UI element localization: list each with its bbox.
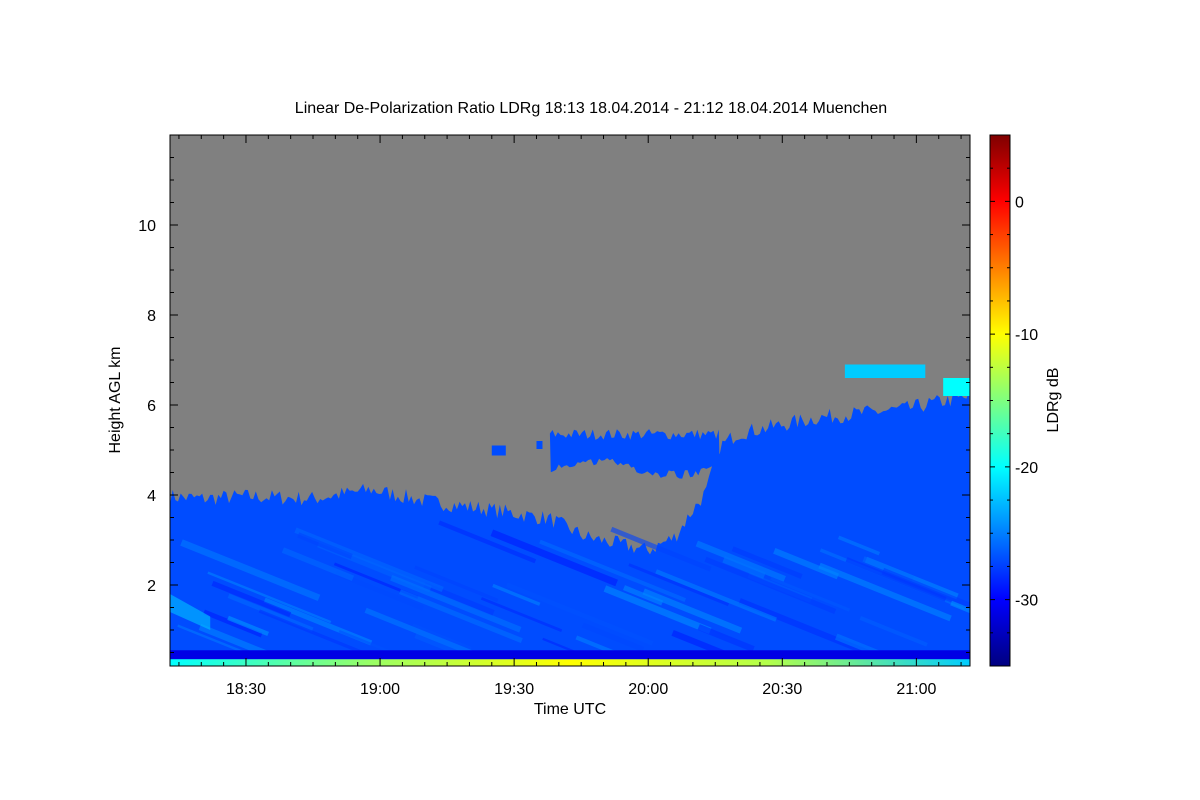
- plot-frame: [169, 134, 971, 667]
- boundary-layer-signal: [170, 391, 970, 666]
- signal-streak: [622, 585, 664, 606]
- y-tick-label: 2: [147, 578, 156, 595]
- signal-streak: [655, 569, 777, 622]
- colorbar-tick-label: -10: [1015, 327, 1038, 344]
- x-tick-label: 20:00: [628, 681, 668, 698]
- signal-streak: [610, 526, 712, 572]
- cirrus-patch: [844, 364, 926, 378]
- y-tick-label: 4: [147, 488, 156, 505]
- signal-streak: [227, 615, 269, 636]
- signal-streak: [294, 527, 444, 593]
- signal-streak: [414, 565, 499, 603]
- y-tick-label: 8: [147, 308, 156, 325]
- elevated-aerosol-layer: [549, 429, 720, 479]
- signal-streak: [492, 583, 541, 606]
- heatmap-cells: [170, 135, 970, 666]
- signal-streak: [697, 624, 755, 653]
- signal-streak: [480, 597, 563, 632]
- signal-streak: [603, 585, 712, 635]
- signal-streak: [227, 593, 314, 632]
- signal-streak: [390, 575, 522, 633]
- signal-streak: [837, 535, 881, 556]
- signal-streak: [845, 557, 947, 602]
- cirrus-patch: [943, 378, 970, 396]
- signal-streak: [581, 622, 645, 652]
- signal-streak: [399, 589, 523, 644]
- chart-title: Linear De-Polarization Ratio LDRg 18:13 …: [295, 100, 887, 117]
- small-patch: [491, 445, 506, 456]
- y-axis-label: Height AGL km: [107, 346, 124, 453]
- colorbar-tick-label: 0: [1015, 194, 1024, 211]
- signal-streak: [423, 582, 495, 617]
- signal-streak: [211, 580, 292, 618]
- signal-streak: [818, 562, 952, 622]
- signal-streak: [862, 556, 914, 582]
- x-axis: 18:30 19:00 19:30 20:00 20:30 21:00: [178, 135, 962, 698]
- x-tick-label: 19:30: [494, 681, 534, 698]
- signal-streak: [180, 539, 321, 602]
- signal-streak: [412, 623, 472, 650]
- signal-streak: [881, 567, 970, 611]
- colorbar: 0 -10 -20 -30: [989, 134, 1038, 667]
- signal-streak: [704, 556, 837, 614]
- signal-streak: [364, 607, 483, 660]
- signal-streak: [695, 540, 786, 582]
- signal-streak: [731, 546, 803, 579]
- colorbar-label: LDRg dB: [1045, 368, 1062, 433]
- plot-area: [170, 135, 970, 666]
- signal-streak: [438, 520, 537, 564]
- signal-streak: [773, 547, 839, 580]
- x-tick-label: 18:30: [226, 681, 266, 698]
- near-surface-dark-band: [170, 650, 970, 660]
- x-tick-label: 21:00: [896, 681, 936, 698]
- signal-streak: [170, 594, 211, 630]
- signal-streak: [490, 529, 618, 587]
- signal-streak: [539, 539, 687, 603]
- y-tick-label: 10: [138, 218, 156, 235]
- x-axis-label: Time UTC: [534, 701, 606, 718]
- y-axis: 2 4 6 8 10: [138, 157, 970, 653]
- signal-streak: [258, 609, 371, 657]
- x-tick-label: 19:00: [360, 681, 400, 698]
- signal-streak: [859, 616, 928, 647]
- signal-streak: [505, 582, 654, 646]
- signal-streak: [297, 532, 353, 560]
- signal-streak: [281, 547, 355, 581]
- small-patch: [536, 441, 543, 449]
- surface-layer: [170, 659, 970, 666]
- plot-border: [169, 134, 971, 667]
- colorbar-tick-label: -30: [1015, 593, 1038, 610]
- y-tick-label: 6: [147, 398, 156, 415]
- signal-streak: [628, 563, 730, 607]
- signal-streak: [207, 571, 332, 624]
- signal-streak: [770, 576, 851, 612]
- colorbar-tick-label: -20: [1015, 460, 1038, 477]
- signal-streak: [722, 556, 766, 579]
- x-tick-label: 20:30: [762, 681, 802, 698]
- signal-streak: [642, 588, 743, 634]
- signal-streak: [203, 609, 263, 638]
